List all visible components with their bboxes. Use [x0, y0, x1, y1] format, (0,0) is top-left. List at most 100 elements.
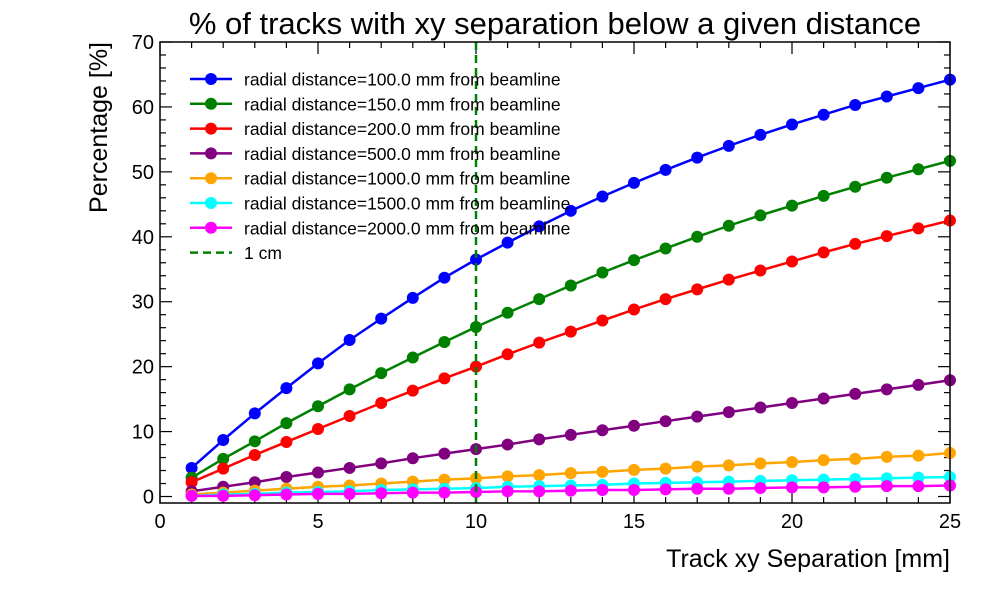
data-point: [817, 481, 830, 494]
data-point: [722, 459, 735, 472]
data-point: [564, 279, 577, 292]
data-point: [880, 171, 893, 184]
data-point: [470, 253, 482, 266]
legend-marker: [205, 122, 217, 135]
legend-marker: [205, 97, 217, 110]
y-tick-label: 0: [143, 487, 154, 509]
data-point: [375, 487, 388, 500]
data-point: [564, 428, 577, 441]
data-point: [501, 470, 514, 483]
data-point: [691, 482, 704, 495]
data-point: [691, 283, 704, 296]
data-point: [628, 176, 640, 189]
legend-label: radial distance=100.0 mm from beamline: [244, 70, 561, 90]
x-tick-label: 15: [623, 511, 645, 533]
data-point: [438, 271, 451, 284]
data-point: [596, 266, 609, 279]
y-tick-label: 30: [132, 292, 154, 314]
legend-label: radial distance=150.0 mm from beamline: [244, 94, 561, 114]
legend-marker: [205, 73, 217, 85]
legend-label: 1 cm: [244, 243, 282, 263]
data-point: [912, 449, 925, 462]
data-point: [691, 151, 704, 164]
data-point: [659, 415, 672, 428]
x-tick-label: 0: [154, 511, 165, 533]
data-point: [722, 139, 735, 152]
data-point: [659, 293, 672, 306]
chart-title: % of tracks with xy separation below a g…: [189, 6, 921, 41]
data-point: [754, 401, 767, 414]
legend-label: radial distance=1000.0 mm from beamline: [244, 169, 570, 189]
data-point: [343, 461, 356, 474]
data-point: [596, 314, 609, 327]
data-point: [406, 351, 419, 364]
data-point: [691, 230, 704, 243]
data-point: [564, 325, 577, 338]
data-point: [691, 410, 704, 423]
data-point: [628, 254, 640, 267]
data-point: [817, 108, 830, 121]
data-point: [722, 219, 735, 232]
data-point: [659, 163, 672, 176]
data-point: [501, 348, 514, 361]
data-point: [912, 82, 925, 95]
plot-frame: [159, 41, 951, 504]
plot-area: 0 5 10 15 20 25 0 10 20 30 40 50 60 70: [132, 32, 961, 533]
data-point: [406, 384, 419, 397]
data-point: [691, 460, 704, 473]
y-tick-label: 40: [132, 227, 154, 249]
y-axis-label: Percentage [%]: [85, 42, 113, 213]
y-tick-label: 60: [132, 97, 154, 119]
data-point: [406, 291, 419, 304]
y-tick-label: 10: [132, 422, 154, 444]
data-point: [722, 273, 735, 286]
data-point: [533, 469, 546, 482]
data-point: [880, 480, 893, 493]
data-point: [817, 189, 830, 202]
data-point: [849, 452, 862, 465]
legend-label: radial distance=2000.0 mm from beamline: [244, 218, 570, 238]
data-point: [501, 236, 514, 249]
data-point: [817, 246, 830, 259]
data-point: [248, 407, 261, 420]
data-point: [533, 220, 546, 233]
data-point: [596, 465, 609, 478]
data-point: [217, 434, 230, 447]
data-point: [375, 397, 388, 410]
data-point: [817, 392, 830, 405]
data-point: [912, 163, 925, 176]
data-point: [248, 435, 261, 448]
data-point: [786, 481, 798, 494]
data-point: [596, 424, 609, 437]
data-point: [501, 306, 514, 319]
x-tick-label: 25: [939, 511, 961, 533]
x-axis-label: Track xy Separation [mm]: [666, 545, 950, 573]
data-point: [280, 382, 293, 395]
data-point: [438, 447, 451, 460]
data-point: [596, 484, 609, 497]
data-point: [849, 387, 862, 400]
x-tick-label: 10: [465, 511, 487, 533]
data-point: [849, 480, 862, 493]
data-point: [849, 180, 862, 193]
data-point: [754, 457, 767, 470]
data-point: [786, 397, 798, 410]
legend: radial distance=100.0 mm from beamline ra…: [190, 70, 570, 263]
data-point: [912, 480, 925, 493]
data-point: [880, 90, 893, 103]
data-point: [912, 222, 925, 235]
data-point: [185, 461, 198, 474]
legend-marker: [205, 147, 217, 160]
legend-label: radial distance=200.0 mm from beamline: [244, 119, 561, 139]
data-point: [217, 489, 230, 502]
data-point: [722, 482, 735, 495]
x-tick-label: 5: [312, 511, 323, 533]
data-point: [438, 372, 451, 385]
data-point: [628, 463, 640, 476]
data-point: [596, 190, 609, 203]
data-point: [343, 409, 356, 422]
data-point: [501, 485, 514, 498]
data-point: [659, 483, 672, 496]
data-point: [912, 471, 925, 484]
legend-marker: [205, 221, 217, 234]
